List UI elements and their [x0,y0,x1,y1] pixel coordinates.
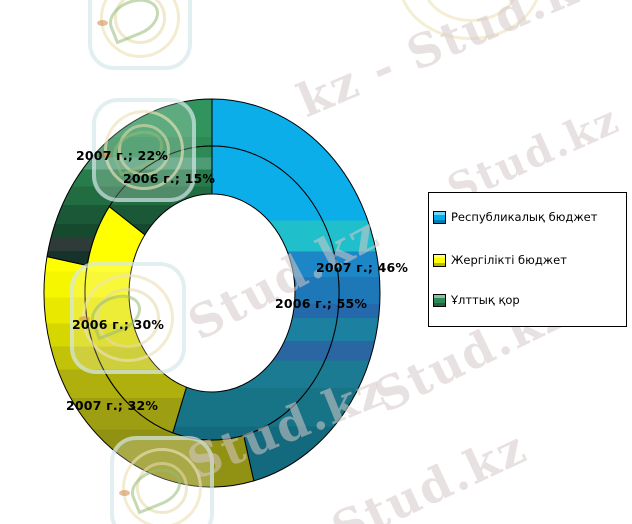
data-label-2007-natfund: 2007 г.; 22% [76,148,169,163]
data-label-2007-local: 2007 г.; 32% [66,398,159,413]
data-label-2007-republic: 2007 г.; 46% [316,260,409,275]
legend-label: Жергілікті бюджет [451,253,567,267]
legend-swatch-local [433,253,446,267]
legend-label: Ұлттық қор [451,293,520,307]
legend-item-local-budget: Жергілікті бюджет [433,253,567,267]
legend-item-republic-budget: Республикалық бюджет [433,210,597,224]
legend-item-national-fund: Ұлттық қор [433,293,520,307]
data-label-2006-local: 2006 г.; 30% [72,317,165,332]
legend-swatch-republic [433,210,446,224]
data-label-2006-natfund: 2006 г.; 15% [123,171,216,186]
legend: Республикалық бюджет Жергілікті бюджет Ұ… [428,192,627,327]
segment-2006 г.-2 [108,145,213,236]
legend-swatch-natfund [433,293,446,307]
legend-label: Республикалық бюджет [451,210,598,224]
data-label-2006-republic: 2006 г.; 55% [275,296,368,311]
